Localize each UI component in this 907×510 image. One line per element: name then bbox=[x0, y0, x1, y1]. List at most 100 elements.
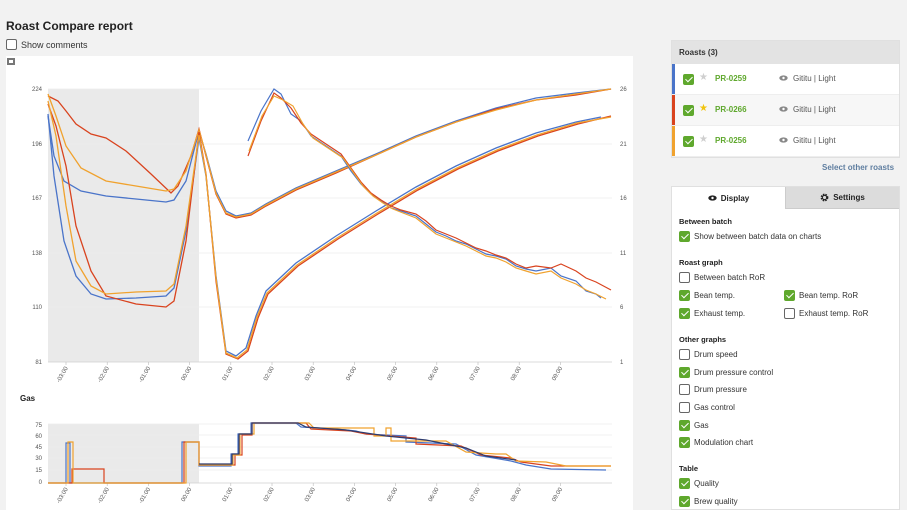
checkbox[interactable] bbox=[679, 402, 690, 413]
tab-display-label: Display bbox=[720, 193, 750, 203]
star-icon[interactable]: ★ bbox=[699, 103, 708, 114]
gas-tick: 45 bbox=[35, 445, 42, 451]
settings-tabs: Display Settings bbox=[672, 187, 899, 209]
roasts-panel: Roasts (3) ★ PR-0259 Gititu | Light ★ PR… bbox=[671, 40, 900, 158]
section-table: Table bbox=[679, 464, 699, 473]
checkbox[interactable] bbox=[679, 231, 690, 242]
option-drum-speed[interactable]: Drum speed bbox=[679, 349, 738, 360]
roast-id[interactable]: PR-0259 bbox=[715, 74, 747, 83]
gear-icon bbox=[820, 193, 829, 202]
main-x-axis: -03:00 -02:00 -01:00 00:00 01:00 02:00 03:00 04… bbox=[56, 362, 564, 384]
gas-x-tick-label: 00:00 bbox=[181, 486, 194, 503]
main-x-tick-label: 04:00 bbox=[345, 365, 358, 382]
show-comments-checkbox[interactable] bbox=[6, 39, 17, 50]
option-drum-pressure-control[interactable]: Drum pressure control bbox=[679, 367, 773, 378]
left-axis: 224 196 167 138 110 81 bbox=[32, 87, 43, 366]
checkbox[interactable] bbox=[679, 437, 690, 448]
checkbox[interactable] bbox=[679, 384, 690, 395]
checkbox[interactable] bbox=[679, 478, 690, 489]
gas-x-tick-label: 06:00 bbox=[428, 486, 441, 503]
left-tick: 167 bbox=[32, 196, 43, 202]
gas-tick: 30 bbox=[35, 456, 42, 462]
left-tick: 224 bbox=[32, 87, 43, 93]
left-tick: 138 bbox=[32, 251, 43, 257]
left-tick: 110 bbox=[32, 305, 42, 311]
gas-tick: 75 bbox=[35, 423, 42, 429]
option-drum-pressure[interactable]: Drum pressure bbox=[679, 384, 747, 395]
roast-checkbox[interactable] bbox=[683, 105, 694, 116]
roast-bean: Gititu | Light bbox=[793, 136, 836, 145]
gas-tick: 60 bbox=[35, 434, 42, 440]
main-x-tick-label: 07:00 bbox=[469, 365, 482, 382]
roast-bean: Gititu | Light bbox=[793, 74, 836, 83]
roast-id[interactable]: PR-0256 bbox=[715, 136, 747, 145]
roast-checkbox[interactable] bbox=[683, 136, 694, 147]
option-label: Drum pressure control bbox=[694, 368, 774, 377]
tab-settings[interactable]: Settings bbox=[786, 187, 899, 209]
main-x-tick-label: -01:00 bbox=[138, 365, 152, 383]
right-tick: 1 bbox=[620, 360, 624, 366]
checkbox[interactable] bbox=[679, 308, 690, 319]
checkbox[interactable] bbox=[784, 308, 795, 319]
roast-checkbox[interactable] bbox=[683, 74, 694, 85]
eye-icon[interactable] bbox=[779, 137, 788, 143]
main-x-tick-label: -02:00 bbox=[97, 365, 111, 383]
option-bean-temp[interactable]: Bean temp. bbox=[679, 290, 735, 301]
option-label: Drum pressure bbox=[694, 385, 747, 394]
section-between-batch: Between batch bbox=[679, 217, 732, 226]
tab-display[interactable]: Display bbox=[672, 187, 786, 209]
gas-x-tick-label: 03:00 bbox=[304, 486, 317, 503]
gas-x-tick-label: 07:00 bbox=[469, 486, 482, 503]
gas-line-pr0256 bbox=[48, 422, 611, 484]
option-label: Quality bbox=[694, 479, 719, 488]
main-x-tick-label: 08:00 bbox=[510, 365, 523, 382]
option-bean-temp-ror[interactable]: Bean temp. RoR bbox=[784, 290, 858, 301]
main-grid bbox=[48, 88, 612, 363]
option-gas-control[interactable]: Gas control bbox=[679, 402, 735, 413]
eye-icon[interactable] bbox=[779, 75, 788, 81]
show-comments-toggle[interactable]: Show comments bbox=[6, 39, 88, 50]
star-icon[interactable]: ★ bbox=[699, 72, 708, 83]
main-x-tick-label: 00:00 bbox=[181, 365, 194, 382]
roast-id[interactable]: PR-0266 bbox=[715, 105, 747, 114]
gas-y-axis: 75 60 45 30 15 0 bbox=[35, 423, 42, 486]
eye-icon[interactable] bbox=[779, 106, 788, 112]
roast-chart[interactable]: 224 196 167 138 110 81 26 21 16 11 6 1 -… bbox=[6, 56, 633, 510]
option-modulation-chart[interactable]: Modulation chart bbox=[679, 437, 753, 448]
main-x-tick-label: 05:00 bbox=[387, 365, 400, 382]
checkbox[interactable] bbox=[679, 290, 690, 301]
gas-tick: 0 bbox=[39, 480, 43, 486]
main-x-tick-label: 06:00 bbox=[428, 365, 441, 382]
gas-x-axis: -03:00 -02:00 -01:00 00:00 01:00 02:00 03:00 04… bbox=[56, 483, 564, 505]
checkbox[interactable] bbox=[679, 272, 690, 283]
checkbox[interactable] bbox=[679, 420, 690, 431]
option-gas[interactable]: Gas bbox=[679, 420, 709, 431]
right-tick: 6 bbox=[620, 305, 624, 311]
option-label: Exhaust temp. bbox=[694, 309, 746, 318]
option-exhaust-temp-ror[interactable]: Exhaust temp. RoR bbox=[784, 308, 868, 319]
option-between-batch-ror[interactable]: Between batch RoR bbox=[679, 272, 765, 283]
roast-row-pr0259[interactable]: ★ PR-0259 Gititu | Light bbox=[672, 64, 899, 95]
option-brew-quality[interactable]: Brew quality bbox=[679, 496, 738, 507]
checkbox[interactable] bbox=[679, 367, 690, 378]
roast-color-bar bbox=[672, 95, 675, 125]
option-label: Show between batch data on charts bbox=[694, 232, 822, 241]
gas-x-tick-label: -01:00 bbox=[138, 486, 152, 504]
star-icon[interactable]: ★ bbox=[699, 134, 708, 145]
option-exhaust-temp[interactable]: Exhaust temp. bbox=[679, 308, 745, 319]
gas-tick: 15 bbox=[35, 468, 42, 474]
between-batch-region bbox=[48, 89, 199, 362]
option-label: Drum speed bbox=[694, 350, 738, 359]
roast-row-pr0256[interactable]: ★ PR-0256 Gititu | Light bbox=[672, 126, 899, 157]
option-quality[interactable]: Quality bbox=[679, 478, 719, 489]
download-chart-icon[interactable] bbox=[6, 56, 16, 66]
option-show-between-batch[interactable]: Show between batch data on charts bbox=[679, 231, 821, 242]
roast-row-pr0266[interactable]: ★ PR-0266 Gititu | Light bbox=[672, 95, 899, 126]
gas-x-tick-label: 09:00 bbox=[551, 486, 564, 503]
main-x-tick-label: 03:00 bbox=[304, 365, 317, 382]
checkbox[interactable] bbox=[679, 496, 690, 507]
gas-chart-title: Gas bbox=[20, 394, 36, 403]
checkbox[interactable] bbox=[679, 349, 690, 360]
checkbox[interactable] bbox=[784, 290, 795, 301]
select-other-roasts-link[interactable]: Select other roasts bbox=[822, 163, 895, 172]
